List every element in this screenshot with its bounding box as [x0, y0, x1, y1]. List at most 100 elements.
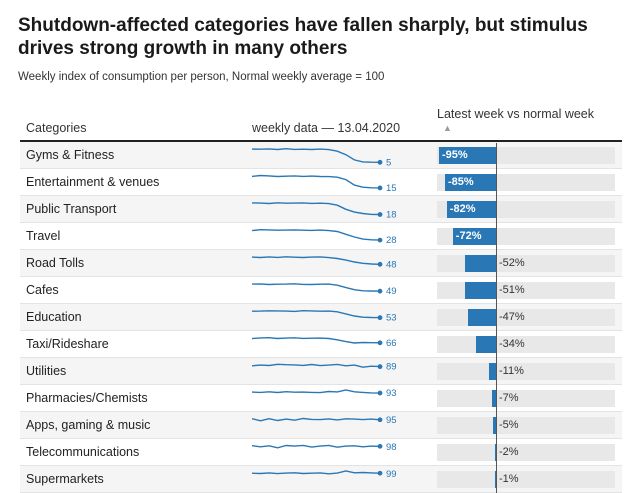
sparkline-end-dot	[377, 288, 383, 294]
sparkline: 99	[251, 469, 397, 480]
sparkline-end-dot	[377, 443, 383, 449]
column-header-latest-week[interactable]: Latest week vs normal week	[437, 107, 595, 121]
sparkline-end-dot	[377, 364, 383, 370]
change-value-label: -95%	[442, 149, 468, 161]
table-row[interactable]: Travel 28 -72%	[20, 223, 622, 250]
latest-index-label: 53	[386, 313, 397, 324]
latest-index-label: 99	[386, 469, 397, 480]
sparkline-end-dot	[377, 340, 383, 346]
latest-index-label: 49	[386, 286, 397, 297]
table-row[interactable]: Entertainment & venues 15 -85%	[20, 169, 622, 196]
category-label: Apps, gaming & music	[26, 418, 151, 432]
category-label: Cafes	[26, 283, 59, 297]
category-label: Public Transport	[26, 202, 117, 216]
category-label: Telecommunications	[26, 445, 140, 459]
change-bar[interactable]	[464, 255, 496, 272]
latest-index-label: 18	[386, 209, 397, 220]
sparkline: 49	[251, 283, 397, 297]
sparkline: 28	[251, 228, 397, 246]
latest-index-label: 28	[386, 235, 397, 246]
table-row[interactable]: Cafes 49 -51%	[20, 277, 622, 304]
sparkline: 66	[251, 336, 397, 349]
latest-index-label: 66	[386, 338, 397, 349]
sparkline-end-dot	[377, 212, 383, 217]
sparkline-path	[251, 174, 381, 189]
sparkline-path	[251, 389, 381, 394]
change-bar[interactable]	[475, 336, 496, 353]
table-row[interactable]: Public Transport 18 -82%	[20, 196, 622, 223]
bar-track	[437, 390, 615, 407]
table-row[interactable]: Supermarkets 99 -1%	[20, 466, 622, 493]
change-value-label: -1%	[499, 473, 519, 485]
latest-index-label: 98	[386, 442, 397, 453]
table-row[interactable]: Road Tolls 48 -52%	[20, 250, 622, 277]
bar-track	[437, 309, 615, 326]
sparkline-end-dot	[377, 261, 383, 267]
change-bar[interactable]	[446, 201, 496, 218]
change-bar[interactable]	[467, 309, 496, 326]
sparkline: 15	[251, 174, 397, 194]
bar-track	[437, 282, 615, 299]
latest-index-label: 5	[386, 157, 391, 168]
change-bar[interactable]	[494, 444, 496, 461]
sparkline-end-dot	[377, 315, 383, 321]
sparkline-path	[251, 363, 381, 368]
column-header-categories[interactable]: Categories	[26, 121, 87, 135]
change-value-label: -47%	[499, 311, 525, 323]
sparkline-path	[251, 228, 381, 241]
sparkline-end-dot	[377, 390, 383, 396]
sparkline-end-dot	[377, 185, 383, 191]
sparkline-path	[251, 283, 381, 292]
table-row[interactable]: Taxi/Rideshare 66 -34%	[20, 331, 622, 358]
sort-ascending-icon[interactable]: ▲	[443, 123, 452, 133]
sparkline: 98	[251, 442, 397, 453]
sparkline: 93	[251, 388, 397, 399]
header-rule	[20, 140, 622, 142]
category-label: Road Tolls	[26, 256, 85, 270]
latest-index-label: 15	[386, 183, 397, 194]
bar-track	[437, 336, 615, 353]
change-bar[interactable]	[493, 417, 496, 434]
change-value-label: -34%	[499, 338, 525, 350]
bar-track	[437, 444, 615, 461]
change-value-label: -2%	[499, 446, 519, 458]
category-label: Gyms & Fitness	[26, 148, 115, 162]
sparkline-path	[251, 147, 381, 163]
sparkline-end-dot	[377, 237, 383, 243]
sparkline-path	[251, 309, 381, 319]
sparkline-path	[251, 417, 381, 422]
table-row[interactable]: Utilities 89 -11%	[20, 358, 622, 385]
sparkline: 5	[251, 147, 391, 168]
category-label: Taxi/Rideshare	[26, 337, 109, 351]
bar-track	[437, 255, 615, 272]
table-row[interactable]: Education 53 -47%	[20, 304, 622, 331]
bar-track	[437, 363, 615, 380]
change-bar[interactable]	[452, 228, 496, 245]
table-row[interactable]: Pharmacies/Chemists 93 -7%	[20, 385, 622, 412]
table-row[interactable]: Apps, gaming & music 95 -5%	[20, 412, 622, 439]
category-label: Utilities	[26, 364, 67, 378]
change-bar[interactable]	[495, 471, 496, 488]
change-value-label: -11%	[499, 365, 524, 377]
table-row[interactable]: Telecommunications 98 -2%	[20, 439, 622, 466]
category-label: Travel	[26, 229, 61, 243]
change-bar[interactable]	[445, 174, 496, 191]
sparkline: 53	[251, 309, 397, 324]
category-label: Supermarkets	[26, 472, 104, 486]
column-header-weekly-data[interactable]: weekly data — 13.04.2020	[252, 121, 401, 135]
change-value-label: -82%	[449, 203, 476, 215]
category-label: Education	[26, 310, 82, 324]
change-bar[interactable]	[465, 282, 496, 299]
change-bar[interactable]	[439, 147, 496, 164]
sparkline: 48	[251, 256, 397, 270]
sparkline: 89	[251, 362, 397, 373]
category-label: Entertainment & venues	[26, 175, 160, 189]
latest-index-label: 48	[386, 259, 397, 270]
change-bar[interactable]	[491, 390, 496, 407]
change-bar[interactable]	[489, 363, 496, 380]
change-value-label: -5%	[499, 419, 519, 431]
sparkline: 95	[251, 415, 397, 426]
table-row[interactable]: Gyms & Fitness 5 -95%	[20, 142, 622, 169]
change-value-label: -7%	[499, 392, 519, 404]
sparkline-end-dot	[377, 159, 383, 165]
